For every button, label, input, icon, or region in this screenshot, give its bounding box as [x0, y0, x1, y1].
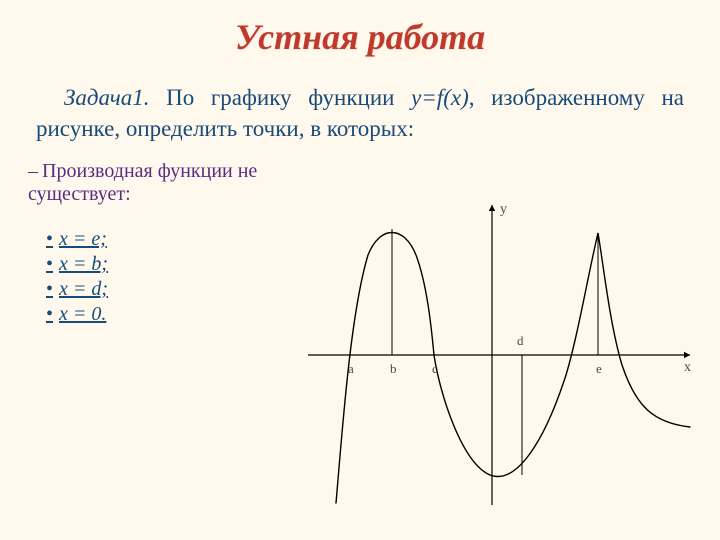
subquestion: –Производная функции не существует: [28, 160, 288, 206]
svg-text:a: a [348, 361, 354, 376]
bullet-icon: • [46, 278, 53, 300]
task-fx: y=f(x) [411, 85, 469, 110]
svg-text:b: b [390, 361, 397, 376]
bullet-icon: • [46, 253, 53, 275]
answer-text: x = d; [59, 278, 108, 300]
slide-title: Устная работа [28, 16, 692, 58]
svg-text:d: d [517, 333, 524, 348]
answer-text: x = b; [59, 253, 108, 275]
task-paragraph: Задача1. По графику функции y=f(x), изоб… [36, 82, 684, 144]
function-graph: x y a b c d e [302, 195, 698, 515]
bullet-icon: • [46, 228, 53, 250]
answer-text: x = 0. [59, 303, 106, 325]
bullet-icon: • [46, 303, 53, 325]
svg-text:e: e [596, 361, 602, 376]
subq-text: Производная функции не существует: [28, 160, 257, 205]
svg-text:x: x [684, 360, 691, 375]
svg-text:c: c [432, 361, 438, 376]
subq-dash: – [28, 160, 38, 182]
task-lead: Задача1. [36, 85, 149, 110]
task-body-before: По графику функции [149, 85, 411, 110]
chart-svg: x y a b c d e [302, 195, 698, 515]
answer-text: x = e; [59, 228, 107, 250]
svg-text:y: y [500, 202, 507, 217]
